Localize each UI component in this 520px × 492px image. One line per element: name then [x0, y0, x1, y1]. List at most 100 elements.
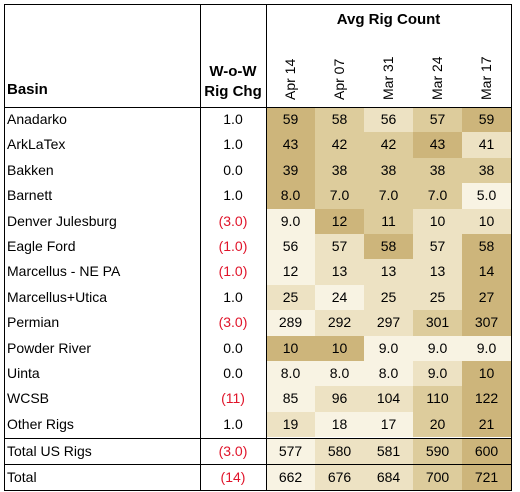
table-right-border — [511, 4, 512, 490]
row-wow-change-7: 1.0 — [223, 288, 243, 305]
row-basin-1: ArkLaTex — [7, 136, 66, 153]
row-basin-3: Barnett — [7, 187, 53, 204]
row-basin-13: Total US Rigs — [7, 443, 92, 460]
row-14-value-2: 684 — [364, 464, 413, 490]
row-4-value-0: 9.0 — [266, 208, 315, 234]
row-2-value-4: 38 — [462, 157, 511, 184]
row-wow-change-10: 0.0 — [223, 365, 243, 381]
wow-column-header-line2: Rig Chg — [204, 83, 262, 100]
row-basin-0: Anadarko — [7, 111, 67, 127]
row-9-value-0: 10 — [266, 335, 315, 361]
row-4-value-3: 10 — [413, 208, 462, 234]
row-6-value-4: 14 — [462, 259, 511, 285]
row-13-value-2: 581 — [364, 439, 413, 465]
row-6-value-0: 12 — [266, 259, 315, 285]
row-10-value-0: 8.0 — [266, 361, 315, 387]
row-14-value-4: 721 — [462, 464, 511, 490]
row-wow-change-8: (3.0) — [218, 314, 248, 331]
row-2-value-2: 38 — [364, 157, 413, 184]
row-5-value-3: 57 — [413, 234, 462, 260]
row-3-value-1: 7.0 — [315, 183, 364, 209]
wow-column-header-line1: W-o-W — [209, 63, 257, 80]
row-11-value-0: 85 — [266, 386, 315, 412]
row-wow-change-12: 1.0 — [223, 415, 243, 432]
week-header-1: Apr 07 — [331, 58, 347, 100]
row-11-value-4: 122 — [462, 386, 511, 412]
totals-top-border — [4, 438, 512, 440]
row-7-value-0: 25 — [266, 284, 315, 311]
row-5-value-1: 57 — [315, 234, 364, 260]
row-6-value-2: 13 — [364, 259, 413, 285]
row-wow-change-4: (3.0) — [218, 212, 248, 229]
row-3-value-2: 7.0 — [364, 183, 413, 209]
basin-column-header: Basin — [7, 81, 48, 98]
row-0-value-4: 59 — [462, 107, 511, 133]
row-1-value-4: 41 — [462, 132, 511, 158]
row-11-value-3: 110 — [413, 386, 462, 412]
row-12-value-4: 21 — [462, 411, 511, 438]
row-basin-7: Marcellus+Utica — [7, 288, 107, 305]
row-4-value-1: 12 — [315, 208, 364, 234]
row-5-value-0: 56 — [266, 234, 315, 260]
table-left-border — [4, 4, 5, 490]
row-9-value-1: 10 — [315, 335, 364, 361]
row-0-value-3: 57 — [413, 107, 462, 133]
row-basin-14: Total — [7, 468, 37, 485]
row-basin-4: Denver Julesburg — [7, 212, 117, 229]
row-7-value-3: 25 — [413, 284, 462, 311]
header-bottom-border — [4, 107, 512, 108]
row-basin-12: Other Rigs — [7, 415, 74, 432]
totals-separator — [4, 463, 512, 465]
row-wow-change-11: (11) — [221, 390, 245, 407]
row-0-value-1: 58 — [315, 107, 364, 133]
row-3-value-4: 5.0 — [462, 183, 511, 209]
row-12-value-2: 17 — [364, 411, 413, 438]
row-7-value-4: 27 — [462, 284, 511, 311]
week-header-0: Apr 14 — [282, 58, 298, 100]
row-8-value-1: 292 — [315, 310, 364, 336]
row-4-value-4: 10 — [462, 208, 511, 234]
row-0-value-0: 59 — [266, 107, 315, 133]
row-1-value-2: 42 — [364, 132, 413, 158]
row-7-value-2: 25 — [364, 284, 413, 311]
row-wow-change-9: 0.0 — [223, 339, 243, 356]
row-13-value-4: 600 — [462, 439, 511, 465]
row-6-value-3: 13 — [413, 259, 462, 285]
row-wow-change-3: 1.0 — [223, 187, 243, 204]
row-12-value-1: 18 — [315, 411, 364, 438]
row-1-value-0: 43 — [266, 132, 315, 158]
row-10-value-1: 8.0 — [315, 361, 364, 387]
row-10-value-4: 10 — [462, 361, 511, 387]
row-12-value-3: 20 — [413, 411, 462, 438]
row-13-value-3: 590 — [413, 439, 462, 465]
row-12-value-0: 19 — [266, 411, 315, 438]
row-2-value-1: 38 — [315, 157, 364, 184]
row-9-value-3: 9.0 — [413, 335, 462, 361]
row-10-value-3: 9.0 — [413, 361, 462, 387]
table-top-border — [4, 4, 512, 5]
row-8-value-2: 297 — [364, 310, 413, 336]
avg-rig-count-header: Avg Rig Count — [336, 11, 441, 28]
row-11-value-1: 96 — [315, 386, 364, 412]
row-14-value-1: 676 — [315, 464, 364, 490]
row-0-value-2: 56 — [364, 107, 413, 133]
row-basin-6: Marcellus - NE PA — [7, 263, 121, 280]
row-14-value-3: 700 — [413, 464, 462, 490]
row-basin-10: Uinta — [7, 365, 40, 381]
row-13-value-1: 580 — [315, 439, 364, 465]
row-11-value-2: 104 — [364, 386, 413, 412]
row-wow-change-6: (1.0) — [218, 263, 248, 280]
wow-column-divider — [266, 4, 267, 490]
row-wow-change-13: (3.0) — [218, 443, 248, 460]
week-header-4: Mar 17 — [478, 56, 494, 100]
row-wow-change-5: (1.0) — [218, 238, 248, 254]
row-14-value-0: 662 — [266, 464, 315, 490]
row-13-value-0: 577 — [266, 439, 315, 465]
row-2-value-3: 38 — [413, 157, 462, 184]
row-basin-9: Powder River — [7, 339, 92, 356]
row-basin-8: Permian — [7, 314, 60, 331]
basin-column-divider — [200, 4, 201, 490]
week-header-2: Mar 31 — [380, 56, 396, 100]
row-wow-change-0: 1.0 — [223, 111, 243, 127]
